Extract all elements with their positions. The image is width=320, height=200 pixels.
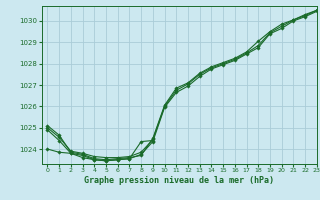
X-axis label: Graphe pression niveau de la mer (hPa): Graphe pression niveau de la mer (hPa) [84,176,274,185]
